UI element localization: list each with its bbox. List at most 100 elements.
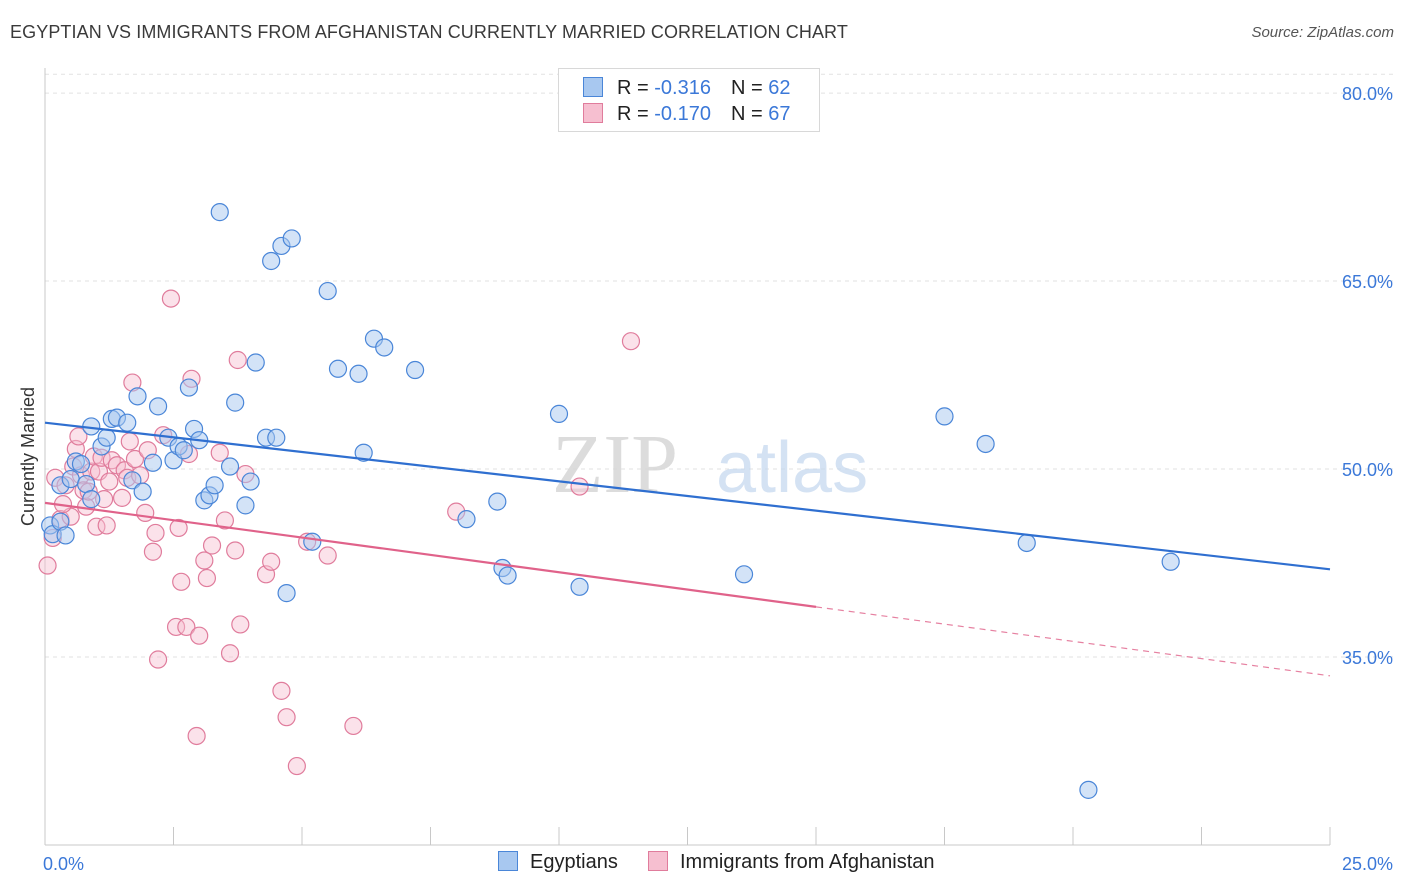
data-point-egyptians <box>303 532 322 551</box>
data-point-egyptians <box>457 510 476 529</box>
legend-row-immigrants: R = -0.170 N = 67 <box>583 103 790 127</box>
data-point-egyptians <box>318 281 337 301</box>
data-point-immigrants <box>277 708 296 727</box>
data-point-immigrants <box>621 332 641 351</box>
y-tick-label: 80.0% <box>1342 84 1393 104</box>
data-point-egyptians <box>1017 533 1036 553</box>
data-point-egyptians <box>570 577 589 596</box>
data-point-egyptians <box>1161 552 1180 571</box>
data-point-egyptians <box>56 526 75 545</box>
y-axis-label: Currently Married <box>18 387 38 526</box>
data-point-egyptians <box>143 453 163 472</box>
data-point-immigrants <box>136 503 155 522</box>
legend-swatch-pink <box>583 103 603 123</box>
data-point-egyptians <box>354 443 373 462</box>
data-point-immigrants <box>69 427 88 446</box>
data-point-egyptians <box>174 441 193 460</box>
legend-r-value: -0.316 <box>654 77 711 99</box>
data-point-immigrants <box>228 350 247 370</box>
trend-lines <box>44 421 1331 677</box>
series-immigrants-points <box>38 289 641 776</box>
data-point-immigrants <box>226 541 245 560</box>
bottom-legend-egyptians: Egyptians <box>498 851 618 874</box>
data-point-immigrants <box>97 516 116 535</box>
trend-line-immigrants-extrapolated <box>815 606 1331 677</box>
y-tick-label: 65.0% <box>1342 272 1393 292</box>
data-point-immigrants <box>172 572 191 591</box>
data-point-egyptians <box>734 565 754 584</box>
data-point-immigrants <box>161 289 181 308</box>
data-point-egyptians <box>97 428 116 447</box>
data-point-immigrants <box>262 552 281 571</box>
source-label: Source: ZipAtlas.com <box>1251 24 1394 41</box>
bottom-legend-swatch-blue <box>498 851 518 871</box>
data-point-egyptians <box>976 434 995 454</box>
data-point-egyptians <box>118 413 137 432</box>
data-point-egyptians <box>148 397 168 416</box>
data-point-immigrants <box>177 617 196 637</box>
legend-r-label: R = <box>617 103 655 125</box>
data-point-immigrants <box>146 523 165 543</box>
watermark-zip: ZIP <box>552 418 678 511</box>
bottom-legend-immigrants: Immigrants from Afghanistan <box>648 851 935 874</box>
chart-title: EGYPTIAN VS IMMIGRANTS FROM AFGHANISTAN … <box>10 22 848 42</box>
legend-n-value: 62 <box>768 77 791 99</box>
data-point-egyptians <box>282 229 301 248</box>
data-point-egyptians <box>71 454 91 474</box>
data-point-egyptians <box>128 387 147 406</box>
legend-r-value: -0.170 <box>654 103 711 125</box>
data-point-immigrants <box>272 681 291 700</box>
tick-labels: 35.0% 50.0% 65.0% 80.0% 0.0% 25.0% Currently M… <box>18 84 1393 874</box>
legend-r-label: R = <box>617 77 655 99</box>
data-point-egyptians <box>123 471 142 490</box>
legend-swatch-blue <box>583 77 603 97</box>
bottom-legend-label-egyptians: Egyptians <box>530 851 618 873</box>
data-point-egyptians <box>935 407 954 426</box>
data-point-immigrants <box>570 477 589 496</box>
data-point-egyptians <box>488 492 507 511</box>
x-tick-label-max: 25.0% <box>1342 854 1393 874</box>
data-point-egyptians <box>328 359 348 378</box>
data-point-egyptians <box>241 472 260 491</box>
data-point-egyptians <box>549 404 569 423</box>
y-tick-label: 35.0% <box>1342 648 1393 668</box>
data-point-immigrants <box>210 443 229 462</box>
data-point-egyptians <box>77 474 96 494</box>
data-point-egyptians <box>236 496 255 515</box>
data-point-egyptians <box>246 353 265 372</box>
data-point-immigrants <box>38 556 57 575</box>
data-point-immigrants <box>220 644 240 663</box>
data-point-egyptians <box>226 393 245 412</box>
legend-n-label: N = <box>730 103 769 125</box>
data-point-egyptians <box>133 482 152 501</box>
data-point-egyptians <box>405 360 425 380</box>
data-point-immigrants <box>102 451 121 470</box>
data-point-immigrants <box>112 488 132 507</box>
data-point-egyptians <box>205 476 224 495</box>
data-point-immigrants <box>187 726 206 746</box>
data-point-immigrants <box>344 716 363 736</box>
data-point-immigrants <box>143 542 163 561</box>
bottom-legend-label-immigrants: Immigrants from Afghanistan <box>680 851 935 873</box>
data-point-egyptians <box>82 490 101 509</box>
legend-n-value: 67 <box>768 103 791 125</box>
correlation-legend: R = -0.316 N = 62 R = -0.170 N = 67 <box>558 68 820 132</box>
y-tick-label: 50.0% <box>1342 460 1393 480</box>
bottom-legend-swatch-pink <box>648 851 668 871</box>
data-point-immigrants <box>169 518 188 538</box>
data-point-egyptians <box>179 378 199 397</box>
data-point-egyptians <box>267 428 286 447</box>
data-point-egyptians <box>375 338 394 357</box>
data-point-egyptians <box>262 251 281 271</box>
data-point-immigrants <box>125 449 145 469</box>
watermark-atlas: atlas <box>716 428 868 508</box>
data-point-egyptians <box>498 566 517 585</box>
data-point-immigrants <box>148 650 168 669</box>
data-point-immigrants <box>190 626 209 645</box>
trend-line-egyptians <box>44 421 1331 571</box>
data-point-immigrants <box>287 756 306 776</box>
data-point-immigrants <box>197 568 217 588</box>
data-point-egyptians <box>277 584 296 603</box>
data-point-immigrants <box>100 472 119 491</box>
